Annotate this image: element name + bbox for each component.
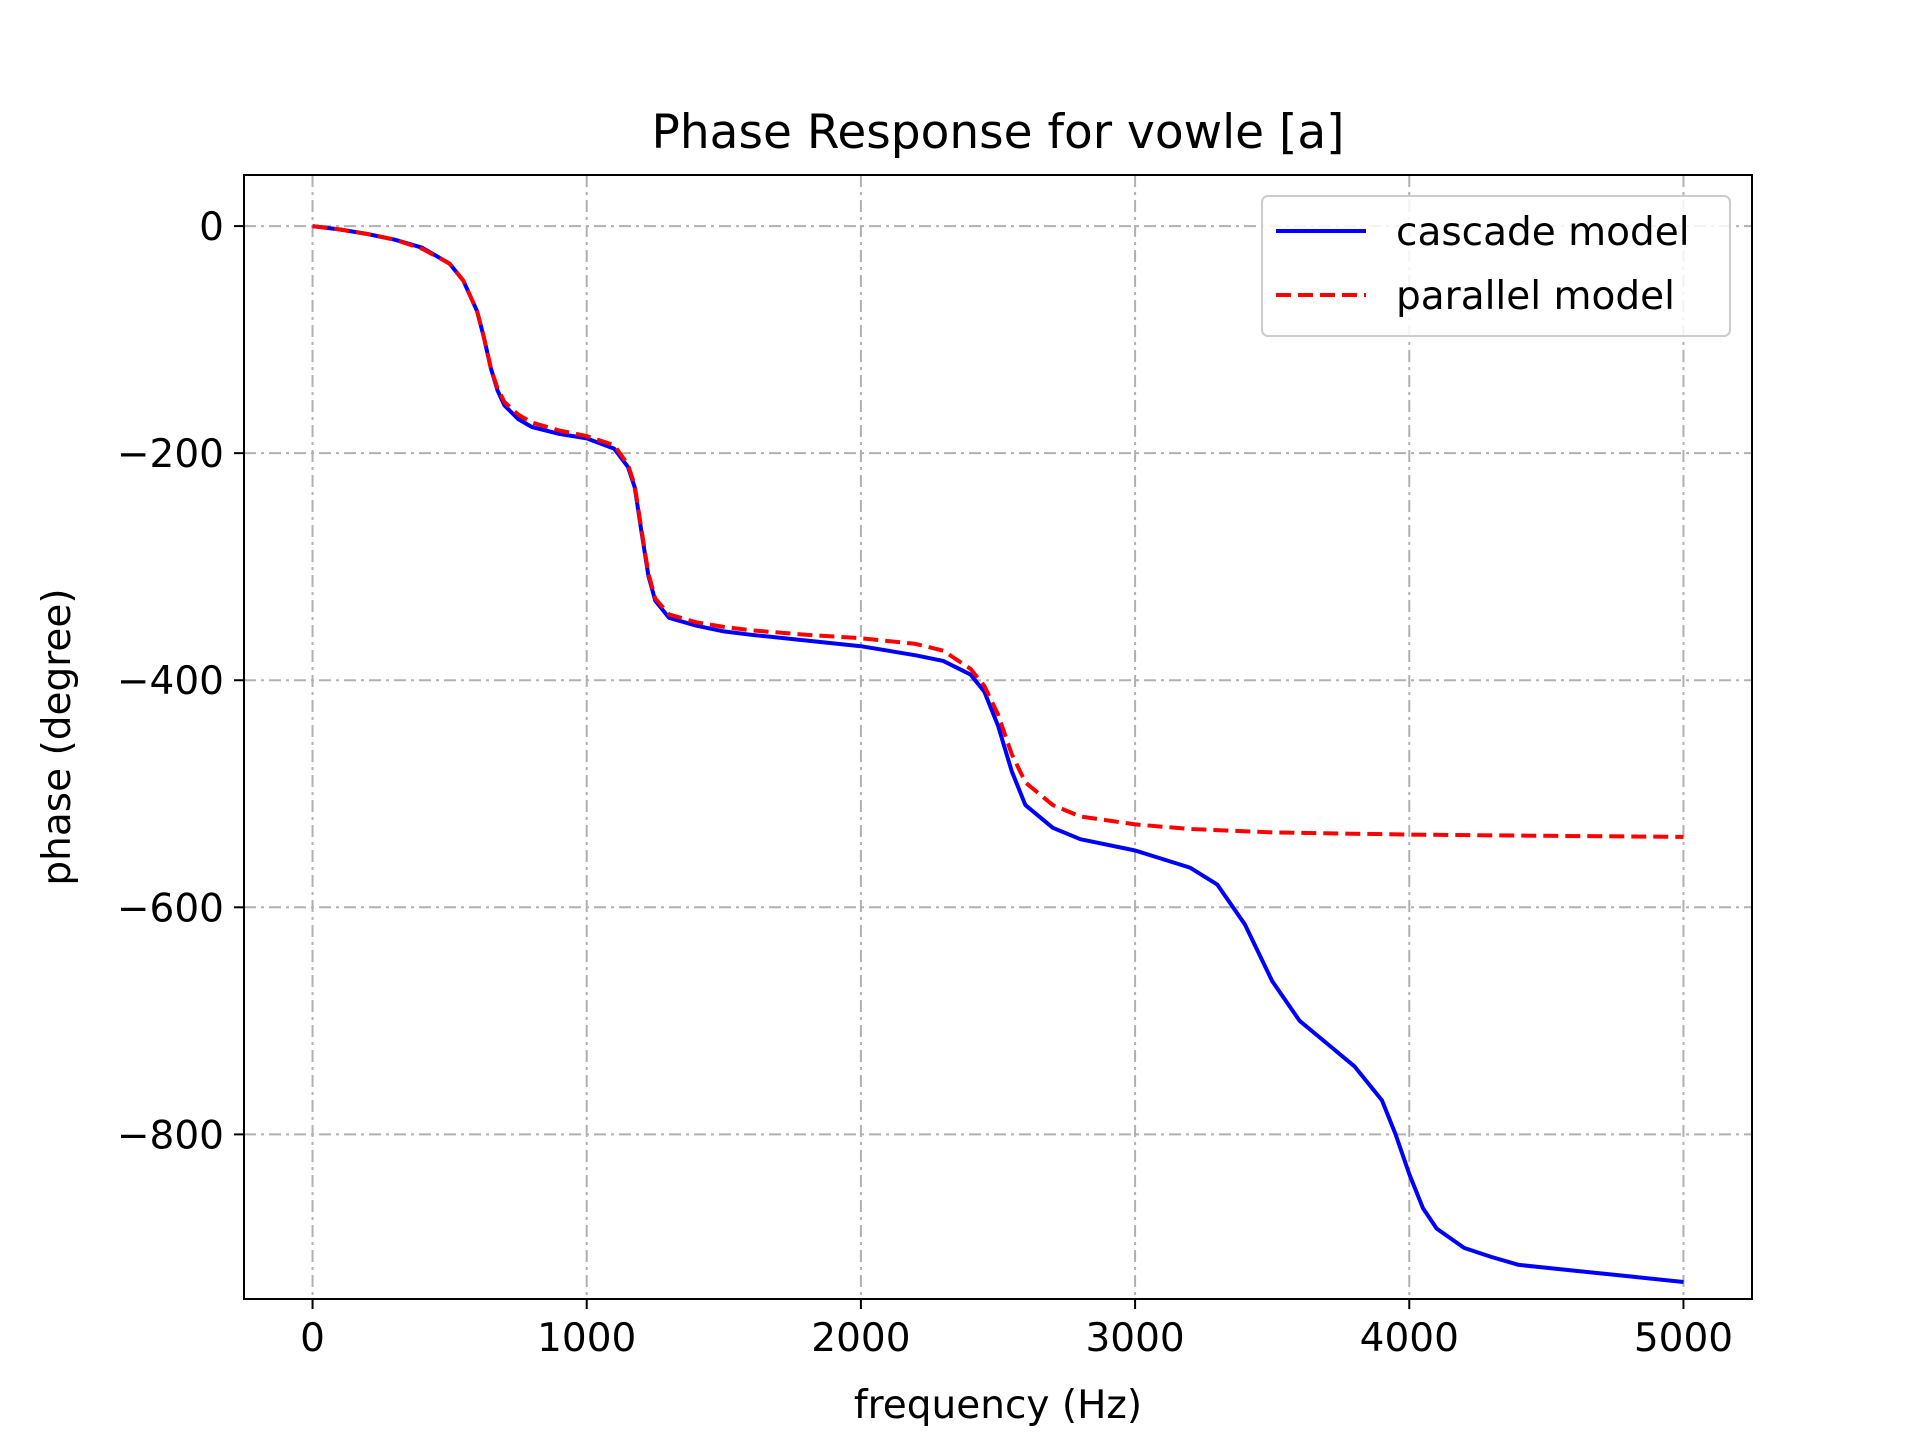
- y-tick-label: −400: [117, 659, 224, 704]
- grid-lines: [244, 175, 1752, 1299]
- x-tick-label: 0: [300, 1316, 325, 1361]
- y-tick-label: −800: [117, 1113, 224, 1158]
- x-tick-label: 1000: [537, 1316, 636, 1361]
- x-axis-label: frequency (Hz): [854, 1383, 1142, 1428]
- axis-ticks: 0 1000 2000 3000 4000 5000 0 −200 −400 −600 −800: [117, 205, 1733, 1361]
- series-lines: [312, 224, 1684, 1284]
- y-axis-label: phase (degree): [35, 588, 80, 885]
- x-tick-label: 2000: [811, 1316, 910, 1361]
- series-line-cascade: [312, 224, 1684, 1284]
- x-tick-label: 3000: [1085, 1316, 1184, 1361]
- legend-label-cascade: cascade model: [1396, 210, 1690, 255]
- series-line-parallel: [312, 224, 1684, 839]
- x-tick-label: 5000: [1634, 1316, 1733, 1361]
- legend: cascade model parallel model: [1261, 195, 1731, 337]
- y-tick-label: 0: [199, 205, 224, 250]
- chart-title: Phase Response for vowle [a]: [652, 105, 1345, 160]
- legend-label-parallel: parallel model: [1396, 274, 1675, 319]
- x-tick-label: 4000: [1360, 1316, 1459, 1361]
- plot-frame: [243, 174, 1753, 1300]
- y-tick-label: −200: [117, 432, 224, 477]
- y-tick-label: −600: [117, 886, 224, 931]
- legend-box: [1261, 195, 1731, 337]
